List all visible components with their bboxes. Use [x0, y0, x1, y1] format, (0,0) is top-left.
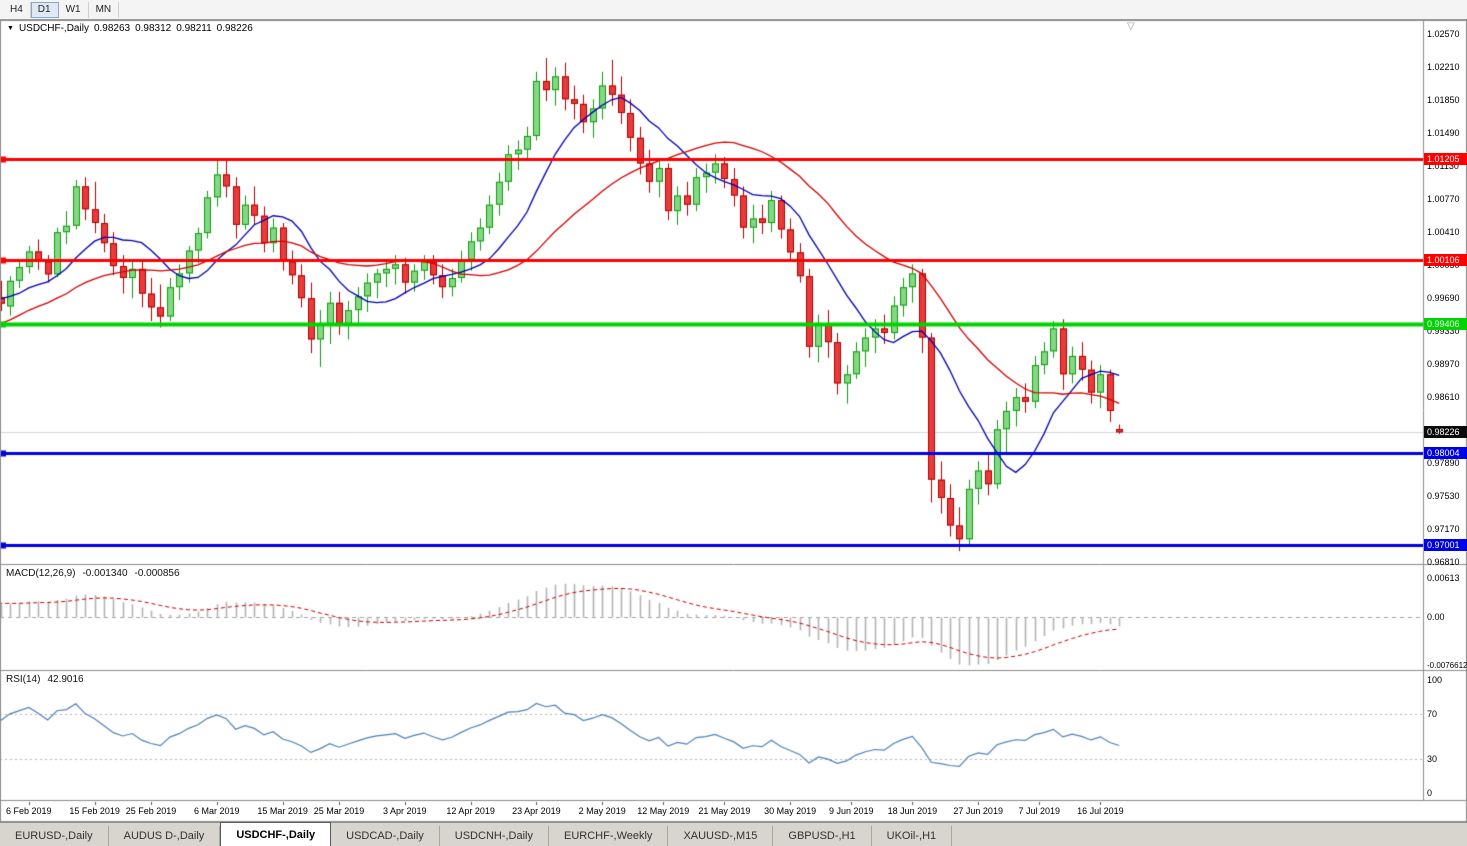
chart-tab-usdcad-daily[interactable]: USDCAD-,Daily [331, 826, 440, 846]
rsi-value: 42.9016 [47, 674, 84, 685]
bar-low-value: 0.98211 [176, 23, 212, 34]
time-axis-label: 21 May 2019 [698, 806, 751, 816]
time-axis-label: 27 Jun 2019 [953, 806, 1003, 816]
time-axis-label: 16 Jul 2019 [1077, 806, 1124, 816]
macd-axis-label: 0.00 [1427, 612, 1445, 623]
timeframe-button-d1[interactable]: D1 [30, 1, 59, 18]
chart-tab-usdchf-daily[interactable]: USDCHF-,Daily [220, 822, 332, 846]
price-axis-label: 1.01130 [1427, 161, 1459, 172]
chart-tab-eurusd-daily[interactable]: EURUSD-,Daily [0, 826, 109, 846]
rsi-axis-label: 100 [1427, 675, 1443, 685]
time-axis-label: 6 Mar 2019 [194, 806, 240, 816]
chart-tab-eurchf-weekly[interactable]: EURCHF-,Weekly [549, 826, 669, 846]
chart-tab-xauusd-m15[interactable]: XAUUSD-,M15 [668, 826, 774, 846]
rsi-indicator-label: RSI(14) 42.9016 [6, 674, 91, 685]
macd-indicator-label: MACD(12,26,9) -0.001340 -0.000856 [6, 568, 187, 579]
time-axis-label: 7 Jul 2019 [1018, 806, 1061, 816]
timeframe-button-h4[interactable]: H4 [3, 1, 31, 18]
price-axis-label: 1.02210 [1427, 62, 1460, 73]
time-axis-label: 15 Mar 2019 [257, 806, 308, 816]
chart-tab-audus-d-daily[interactable]: AUDUS D-,Daily [109, 826, 221, 846]
macd-axis-label: 0.00613 [1427, 573, 1460, 583]
time-axis-label: 12 Apr 2019 [446, 806, 495, 816]
bar-close-value: 0.98226 [216, 23, 253, 34]
price-axis-label: 1.00770 [1427, 194, 1460, 205]
time-axis-label: 25 Feb 2019 [125, 806, 177, 816]
price-tag-current: 0.98226 [1424, 426, 1467, 439]
price-axis-label: 1.01850 [1427, 95, 1460, 106]
chart-title: ▼ USDCHF-,Daily 0.98263 0.98312 0.98211 0.982… [7, 23, 258, 34]
rsi-name: RSI(14) [6, 674, 41, 685]
rsi-axis-label: 30 [1427, 754, 1438, 765]
chart-symbol-period: USDCHF-,Daily [18, 23, 89, 34]
timeframe-button-w1[interactable]: W1 [59, 1, 89, 18]
chart-tab-bar: EURUSD-,Daily AUDUS D-,Daily USDCHF-,Daily… [0, 822, 1467, 846]
time-axis-label: 30 May 2019 [764, 806, 817, 816]
bar-high-value: 0.98312 [135, 23, 172, 34]
rsi-axis-label: 0 [1427, 788, 1433, 798]
price-axis-label: 0.99690 [1427, 293, 1460, 304]
time-axis-label: 6 Feb 2019 [6, 806, 52, 816]
time-axis-label: 9 Jun 2019 [829, 806, 874, 816]
chart-canvas[interactable] [0, 20, 1467, 822]
macd-value-signal: -0.000856 [134, 568, 180, 579]
timeframe-button-mn[interactable]: MN [89, 1, 120, 18]
price-tag-resistance-2[interactable]: 1.00106 [1424, 254, 1467, 267]
price-axis-label: 0.98610 [1427, 392, 1460, 403]
bar-open-value: 0.98263 [93, 23, 131, 34]
price-axis-label: 0.97890 [1427, 458, 1460, 469]
price-axis-label: 0.97530 [1427, 491, 1460, 502]
price-axis-label: 1.01490 [1427, 128, 1460, 139]
price-tag-support-2[interactable]: 0.97001 [1424, 538, 1467, 551]
price-axis-label: 1.02570 [1427, 29, 1460, 40]
chart-tab-ukoil-h1[interactable]: UKOil-,H1 [872, 826, 953, 846]
chart-tab-gbpusd-h1[interactable]: GBPUSD-,H1 [773, 826, 872, 846]
time-axis-label: 15 Feb 2019 [69, 806, 120, 816]
price-axis-label: 0.96810 [1427, 557, 1460, 568]
chart-tab-usdcnh-daily[interactable]: USDCNH-,Daily [440, 826, 550, 846]
price-tag-support-1[interactable]: 0.98004 [1424, 446, 1467, 459]
price-tag-pivot-green[interactable]: 0.99406 [1424, 318, 1467, 331]
time-axis-label: 3 Apr 2019 [383, 806, 427, 816]
price-axis-label: 1.00410 [1427, 227, 1460, 238]
price-axis-label: 0.99330 [1427, 326, 1460, 337]
time-axis-label: 25 Mar 2019 [313, 806, 365, 816]
macd-axis-label: -0.0076612 [1427, 661, 1467, 670]
time-axis-label: 23 Apr 2019 [512, 806, 561, 816]
time-axis-label: 2 May 2019 [578, 806, 626, 816]
timeframe-toolbar: H4 D1 W1 MN [0, 0, 1467, 20]
chart-expander-icon[interactable]: ▼ [7, 25, 14, 32]
rsi-axis-label: 70 [1427, 708, 1438, 719]
time-axis-label: 18 Jun 2019 [887, 806, 938, 816]
price-tag-resistance-1[interactable]: 1.01205 [1424, 153, 1467, 166]
time-axis-label: 12 May 2019 [637, 806, 690, 816]
price-axis-label: 0.98970 [1427, 359, 1460, 370]
macd-value-main: -0.001340 [82, 568, 128, 579]
macd-name: MACD(12,26,9) [6, 568, 76, 579]
chart-shift-marker-icon[interactable]: ▽ [1127, 21, 1135, 32]
price-axis-label: 0.97170 [1427, 524, 1460, 535]
chart-window: ▼ USDCHF-,Daily 0.98263 0.98312 0.98211 0.982… [0, 20, 1467, 822]
